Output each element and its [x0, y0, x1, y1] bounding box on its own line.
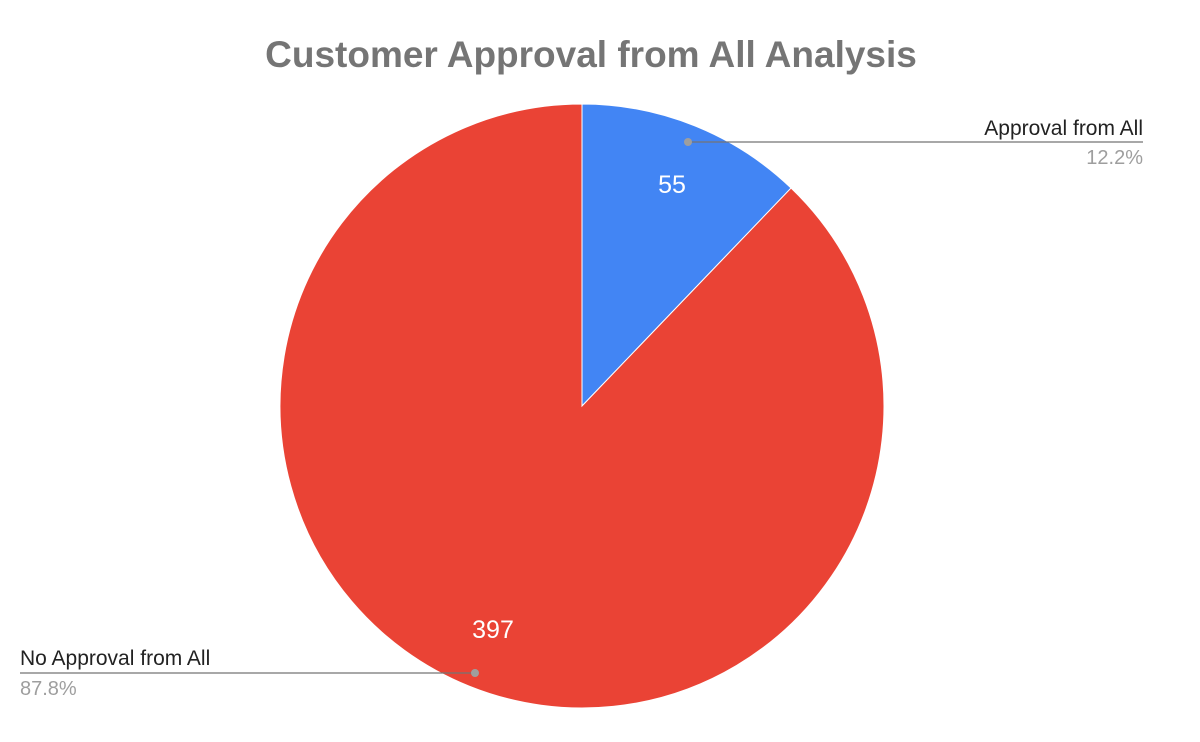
slice-value-label-0: 55 [658, 171, 686, 199]
legend-percent-approval: 12.2% [1086, 147, 1143, 169]
slice-value-labels: 55 397 [472, 171, 686, 644]
pie-slices [279, 103, 885, 709]
pie-slice-0 [581, 103, 792, 408]
chart-title: Customer Approval from All Analysis [265, 34, 917, 75]
slice-value-label-1: 397 [472, 616, 514, 644]
leader-dot-1 [471, 669, 479, 677]
legend-label-approval: Approval from All [984, 117, 1143, 140]
leader-lines [20, 138, 1143, 677]
legend-label-no-approval: No Approval from All [20, 647, 210, 670]
legend-percent-no-approval: 87.8% [20, 678, 77, 700]
pie-slice-1 [279, 103, 885, 709]
leader-dot-0 [684, 138, 692, 146]
